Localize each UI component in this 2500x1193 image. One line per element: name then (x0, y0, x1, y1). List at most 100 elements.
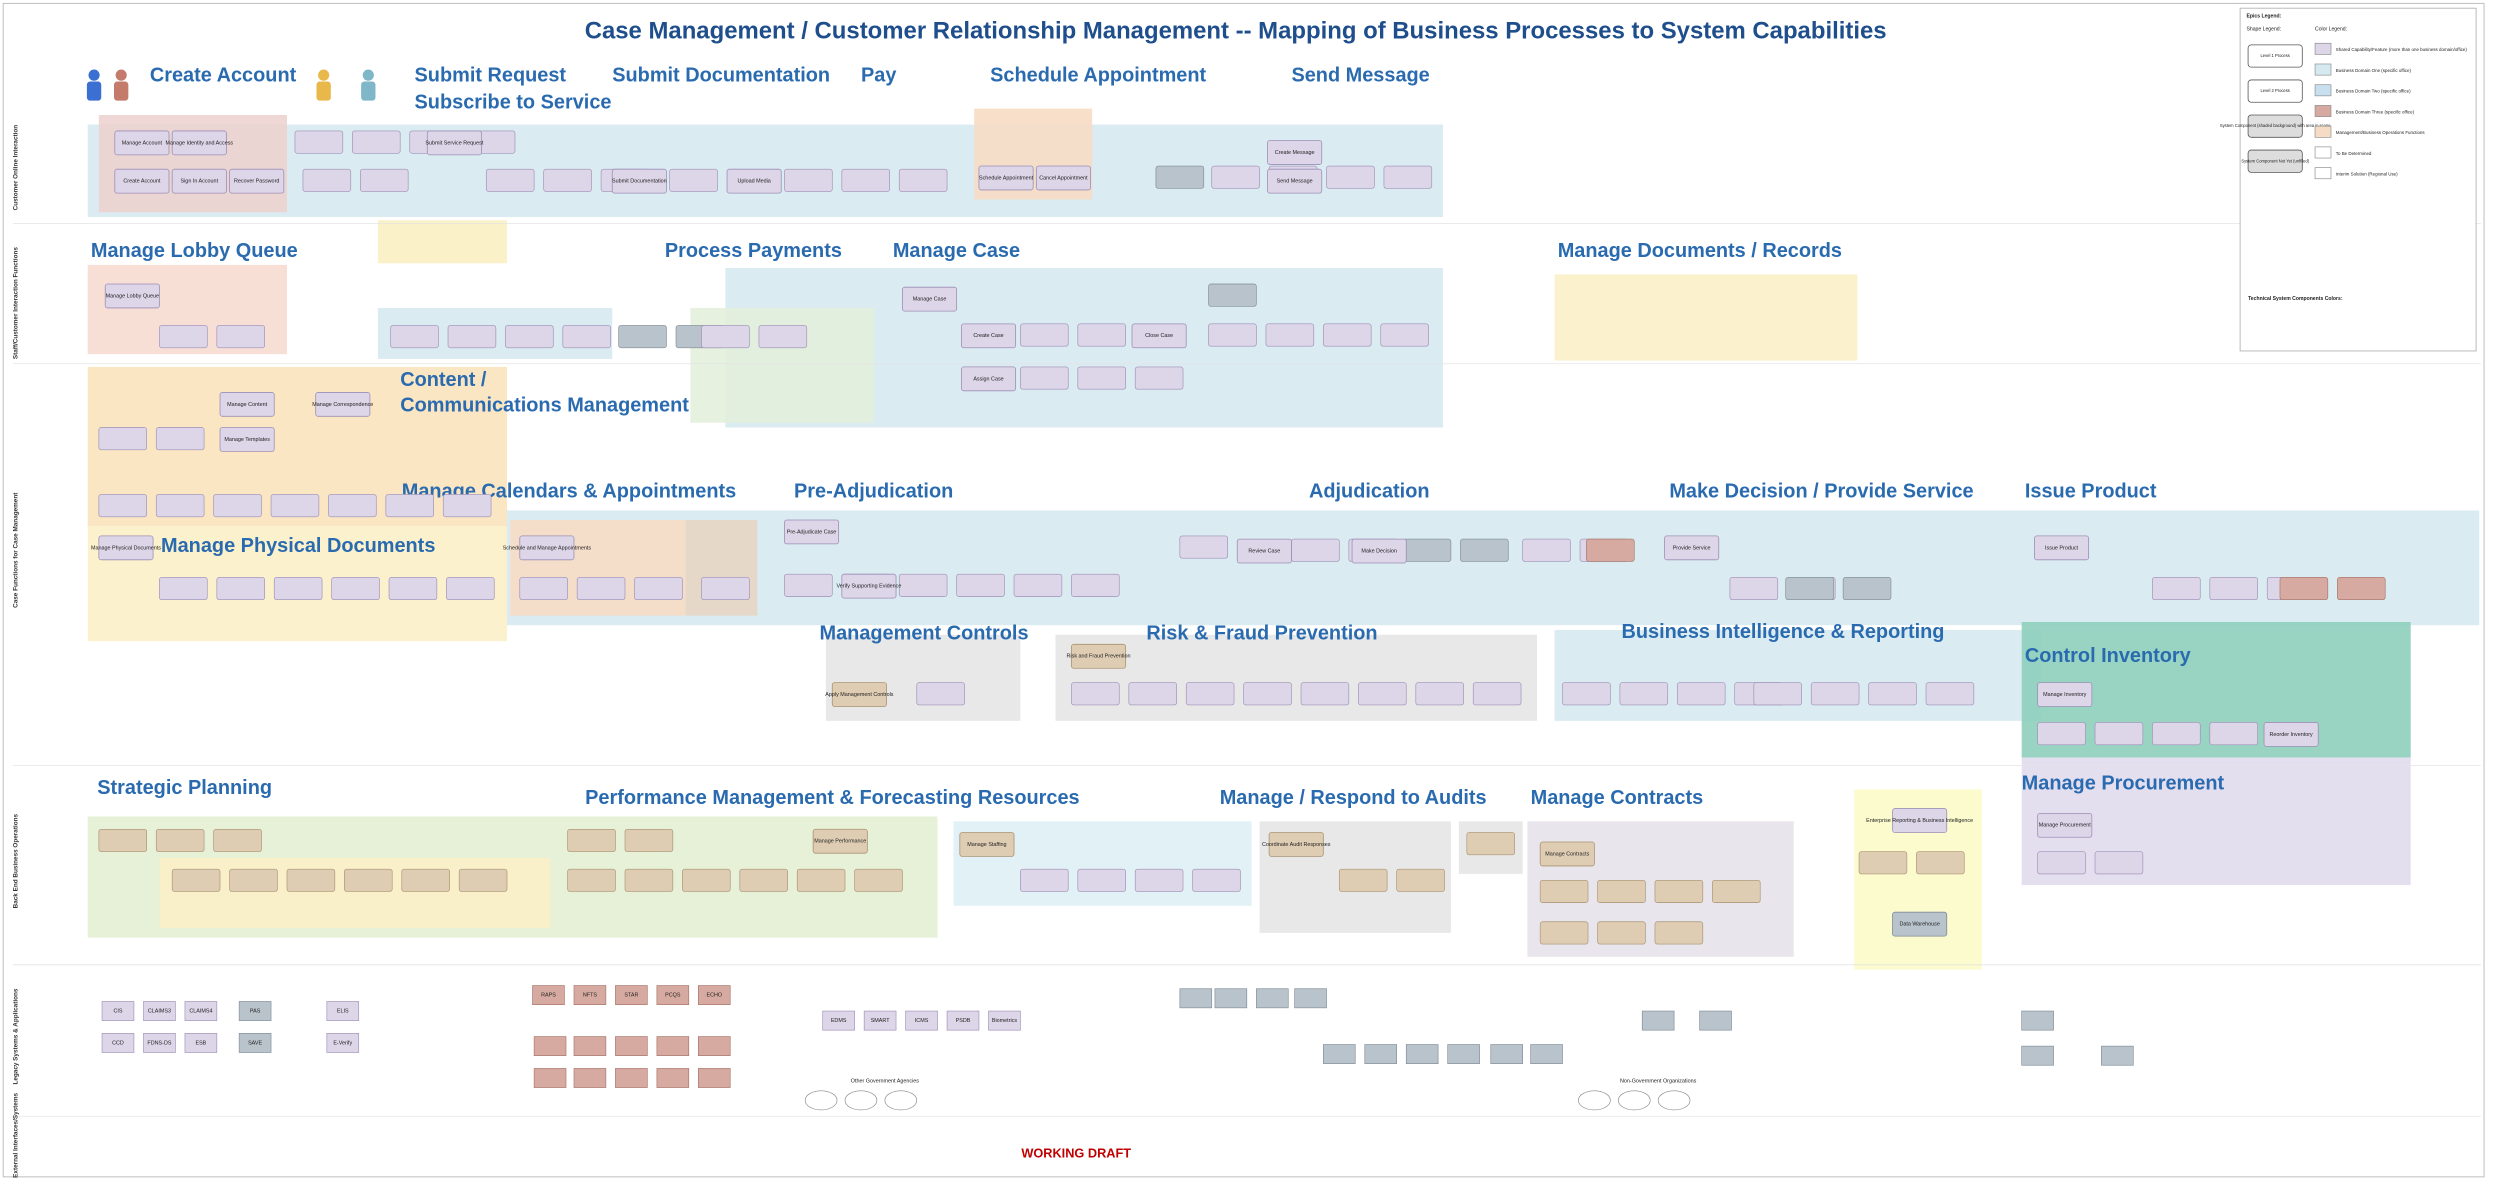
component-box (1868, 682, 1917, 706)
capability-label: Verify Supporting Evidence (836, 584, 901, 590)
component-box (505, 325, 554, 349)
legend: Epics Legend: Shape Legend: Color Legend: L… (2220, 7, 2477, 352)
section-heading: Manage Contracts (1531, 787, 1704, 809)
section-heading: Manage Physical Documents (161, 535, 435, 557)
component-box (898, 573, 948, 597)
component-box (1586, 538, 1635, 562)
capability-label: Manage Contracts (1545, 851, 1589, 857)
system-box (1490, 1044, 1523, 1064)
component-box (1071, 682, 1120, 706)
component-box (485, 168, 535, 192)
capability-label: Schedule Appointment (979, 175, 1034, 181)
system-box (988, 1010, 1021, 1031)
component-box (1472, 682, 1522, 706)
capability-label: Upload Media (737, 179, 770, 185)
legend-color-label: Business Domain Three (specific office) (2336, 109, 2415, 114)
system-label: CIS (113, 1008, 122, 1014)
legend-color-label: Shared Capability/Feature (more than one… (2336, 47, 2468, 52)
system-box (238, 1033, 272, 1053)
component-box (1134, 868, 1184, 892)
legend-swatch (2314, 125, 2332, 138)
component-box (1753, 682, 1802, 706)
system-box (573, 1036, 607, 1057)
capability-label: Create Account (123, 179, 160, 185)
lane-label: Legacy Systems & Applications (13, 988, 20, 1084)
capability-box (831, 682, 887, 707)
section-heading: Manage Lobby Queue (91, 240, 298, 262)
database (1617, 1090, 1651, 1111)
legend-shape (2247, 44, 2303, 68)
system-label: PSDB (956, 1018, 971, 1024)
system-box (532, 985, 565, 1005)
capability-box (611, 168, 667, 194)
database (844, 1090, 878, 1111)
component-box (1619, 682, 1669, 706)
system-box (1179, 988, 1213, 1009)
legend-shape (2247, 79, 2303, 103)
component-box (1020, 868, 1069, 892)
component-box (1380, 323, 1429, 347)
legend-color-label: To Be Determined (2336, 151, 2372, 156)
component-box (1676, 682, 1726, 706)
component-box (213, 828, 262, 852)
capability-box (1351, 538, 1407, 564)
component-box (155, 828, 205, 852)
capability-label: Manage Content (227, 402, 267, 408)
component-box (401, 868, 450, 892)
capability-label: Submit Service Request (425, 140, 483, 146)
component-box (1396, 868, 1445, 892)
capability-label: Manage Identity and Access (165, 140, 233, 146)
system-box (615, 1036, 648, 1057)
system-box (1447, 1044, 1480, 1064)
title: Case Management / Customer Relationship … (585, 17, 1887, 44)
component-box (270, 494, 320, 518)
system-box (863, 1010, 897, 1031)
component-box (1415, 682, 1464, 706)
component-box (390, 325, 439, 349)
system-box (1294, 988, 1327, 1009)
component-box (758, 325, 808, 349)
capability-box (114, 130, 170, 156)
component-box (1597, 921, 1646, 945)
legend-shape (2247, 149, 2303, 173)
component-box (1323, 323, 1372, 347)
component-box (442, 494, 492, 518)
legend-heading: Color Legend: (2315, 26, 2347, 32)
legend-swatch (2314, 105, 2332, 117)
capability-label: Assign Case (973, 376, 1003, 382)
component-box (1785, 577, 1834, 601)
system-label: CCD (112, 1040, 124, 1046)
system-box (143, 1001, 176, 1021)
person-icon (318, 69, 330, 81)
system-box (656, 1068, 690, 1088)
system-label: E-Verify (333, 1040, 352, 1046)
component-box (854, 868, 903, 892)
system-box (326, 1033, 360, 1053)
system-box (533, 1068, 567, 1088)
component-box (98, 494, 148, 518)
capability-box (1539, 841, 1595, 867)
system-label: SAVE (248, 1040, 262, 1046)
component-box (1155, 165, 1205, 189)
component-box (1562, 682, 1611, 706)
component-box (634, 577, 683, 601)
component-box (1383, 165, 1433, 189)
capability-box (98, 535, 154, 561)
system-label: ICMS (915, 1018, 929, 1024)
component-box (624, 828, 674, 852)
section-heading: Subscribe to Service (415, 92, 612, 114)
system-label: STAR (624, 993, 638, 999)
region (1554, 274, 1858, 361)
system-box (143, 1033, 176, 1053)
legend-shape-label: System Component Not Yet (unfilled) (2241, 158, 2309, 163)
legend-color-label: Management/Business Operations Functions (2336, 130, 2426, 135)
capability-label: Cancel Appointment (1039, 175, 1088, 181)
component-box (1338, 868, 1388, 892)
component-box (352, 130, 401, 154)
component-box (1077, 366, 1126, 390)
component-box (618, 325, 667, 349)
component-box (385, 494, 434, 518)
section-heading: Make Decision / Provide Service (1669, 481, 1973, 503)
component-box (1842, 577, 1892, 601)
capability-label: Manage Performance (814, 839, 866, 845)
